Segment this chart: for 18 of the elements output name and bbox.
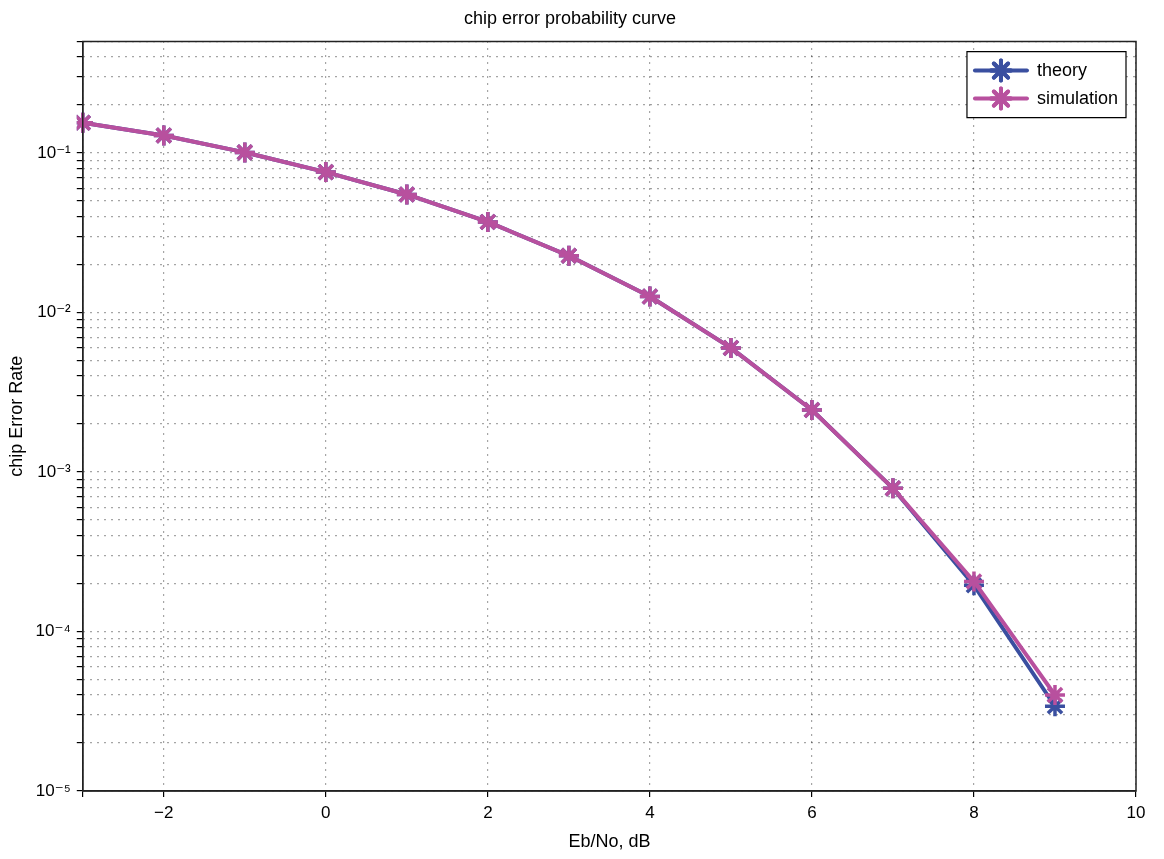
x-tick-label: 0 bbox=[321, 802, 331, 822]
y-tick-label: 10⁻⁴ bbox=[35, 621, 71, 641]
y-axis-title: chip Error Rate bbox=[5, 355, 26, 477]
y-tick-label: 10⁻³ bbox=[37, 461, 72, 481]
y-tick-label: 10⁻⁵ bbox=[35, 780, 71, 800]
y-tick-label: 10⁻² bbox=[37, 302, 72, 322]
legend-label: simulation bbox=[1036, 87, 1119, 108]
chart-title: chip error probability curve bbox=[463, 7, 677, 28]
x-tick-label: 10 bbox=[1126, 802, 1146, 822]
x-tick-label: 8 bbox=[969, 802, 979, 822]
legend-label: theory bbox=[1036, 59, 1087, 80]
point bbox=[1043, 683, 1067, 707]
x-tick-label: 6 bbox=[807, 802, 817, 822]
y-tick-label: 10⁻¹ bbox=[37, 142, 72, 162]
x-tick-label: 4 bbox=[645, 802, 655, 822]
x-axis-title: Eb/No, dB bbox=[568, 831, 651, 852]
x-tick-label: −2 bbox=[154, 802, 174, 822]
x-tick-label: 2 bbox=[483, 802, 493, 822]
